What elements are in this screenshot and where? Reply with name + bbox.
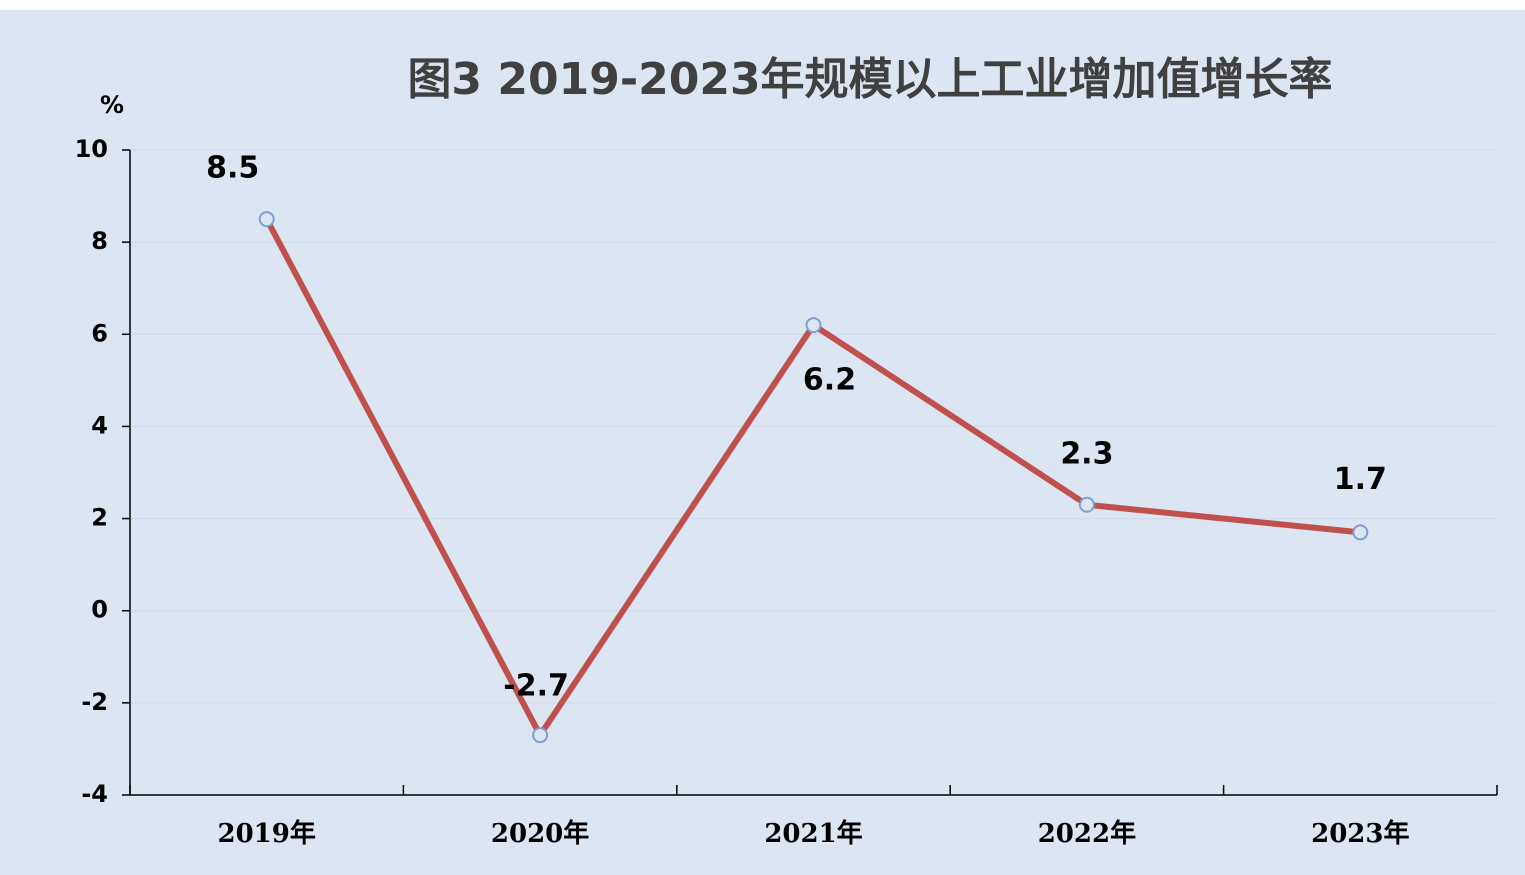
y-unit: % bbox=[100, 91, 124, 119]
chart-title: 图3 2019-2023年规模以上工业增加值增长率 bbox=[407, 54, 1332, 105]
y-tick-label: 10 bbox=[75, 135, 108, 163]
y-tick-label: -4 bbox=[81, 780, 108, 808]
x-tick-label: 2021年 bbox=[764, 818, 862, 849]
data-label: -2.7 bbox=[503, 669, 569, 704]
chart-background bbox=[0, 10, 1525, 875]
y-tick-label: -2 bbox=[81, 688, 108, 716]
marker bbox=[805, 317, 822, 334]
y-tick-label: 4 bbox=[91, 411, 108, 439]
y-tick-label: 6 bbox=[91, 319, 108, 347]
data-label: 6.2 bbox=[803, 363, 856, 398]
marker bbox=[1078, 496, 1095, 513]
y-tick-label: 8 bbox=[91, 227, 108, 255]
data-label: 1.7 bbox=[1334, 462, 1387, 497]
marker bbox=[532, 727, 549, 744]
data-label: 2.3 bbox=[1060, 436, 1113, 471]
x-tick-label: 2019年 bbox=[218, 818, 316, 849]
y-tick-label: 2 bbox=[91, 504, 108, 532]
marker bbox=[258, 211, 275, 228]
y-tick-label: 0 bbox=[91, 596, 108, 624]
x-tick-label: 2023年 bbox=[1311, 818, 1409, 849]
marker bbox=[1352, 524, 1369, 541]
x-tick-label: 2022年 bbox=[1038, 818, 1136, 849]
x-tick-label: 2020年 bbox=[491, 818, 589, 849]
data-label: 8.5 bbox=[206, 151, 259, 186]
